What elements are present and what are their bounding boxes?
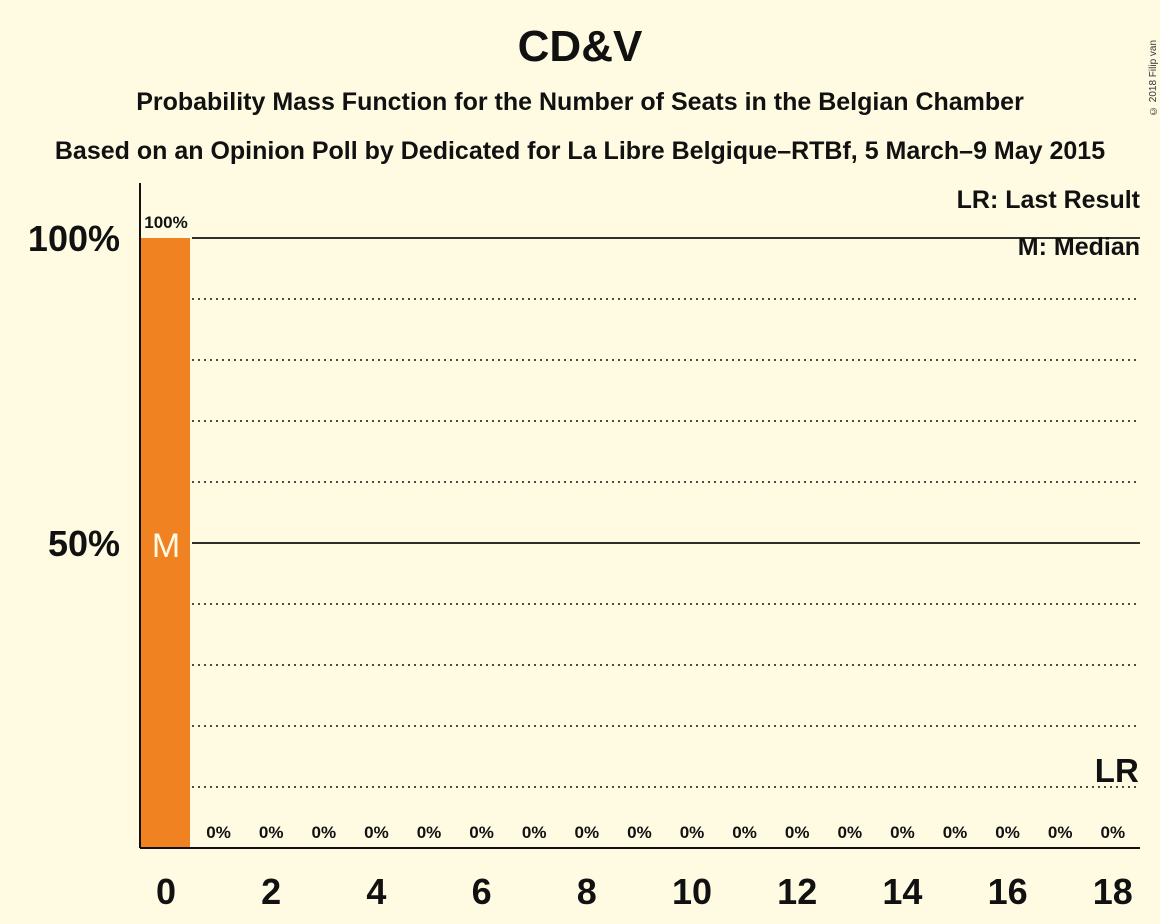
value-label-seats-12: 0% <box>785 823 810 842</box>
x-tick-label: 6 <box>472 871 492 912</box>
bar-seats-0 <box>140 238 190 848</box>
chart-title: CD&V <box>517 22 643 71</box>
x-tick-label: 8 <box>577 871 597 912</box>
x-tick-label: 4 <box>366 871 386 912</box>
value-label-seats-11: 0% <box>732 823 757 842</box>
legend-last-result: LR: Last Result <box>956 186 1140 214</box>
y-tick-label: 100% <box>28 218 120 259</box>
value-label-seats-4: 0% <box>364 823 389 842</box>
x-tick-label: 10 <box>672 871 712 912</box>
value-label-seats-17: 0% <box>1048 823 1073 842</box>
value-label-seats-10: 0% <box>680 823 705 842</box>
value-label-seats-0: 100% <box>144 213 187 232</box>
value-label-seats-3: 0% <box>312 823 337 842</box>
x-tick-label: 18 <box>1093 871 1133 912</box>
value-label-seats-1: 0% <box>206 823 231 842</box>
x-tick-label: 16 <box>988 871 1028 912</box>
x-tick-label: 12 <box>777 871 817 912</box>
median-marker: M <box>152 527 180 565</box>
value-label-seats-16: 0% <box>995 823 1020 842</box>
y-tick-label: 50% <box>48 523 120 564</box>
chart-source: Based on an Opinion Poll by Dedicated fo… <box>54 137 1106 165</box>
x-tick-label: 0 <box>156 871 176 912</box>
value-label-seats-7: 0% <box>522 823 547 842</box>
x-tick-label: 14 <box>882 871 922 912</box>
value-label-seats-5: 0% <box>417 823 442 842</box>
value-label-seats-9: 0% <box>627 823 652 842</box>
x-tick-label: 2 <box>261 871 281 912</box>
value-label-seats-8: 0% <box>575 823 600 842</box>
value-label-seats-6: 0% <box>469 823 494 842</box>
value-label-seats-15: 0% <box>943 823 968 842</box>
last-result-marker: LR <box>1095 752 1139 789</box>
value-label-seats-14: 0% <box>890 823 915 842</box>
value-label-seats-18: 0% <box>1101 823 1126 842</box>
chart-subtitle: Probability Mass Function for the Number… <box>136 88 1024 116</box>
value-label-seats-13: 0% <box>838 823 863 842</box>
value-label-seats-2: 0% <box>259 823 284 842</box>
